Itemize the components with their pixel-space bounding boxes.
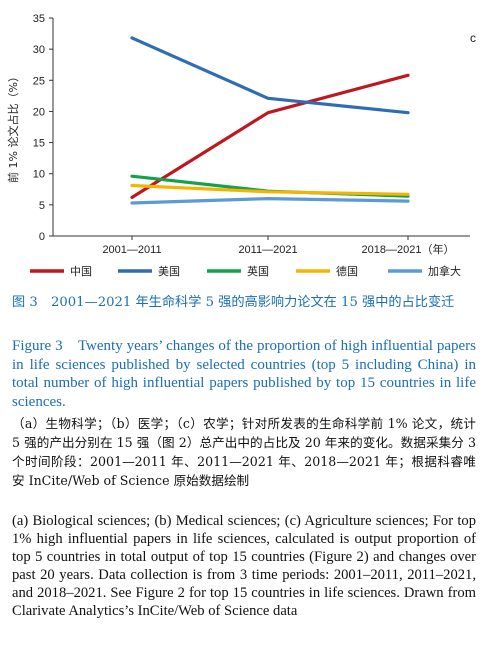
figure-note-english: (a) Biological sciences; (b) Medical sci… <box>12 513 476 619</box>
chart-legend: 中国 美国 英国 德国 加拿大 <box>30 264 461 278</box>
x-tick-label: 2011—2021 <box>238 244 297 256</box>
line-chart: 0 5 10 15 20 25 30 35 2001—2011 2011—2021 2018—20… <box>6 13 476 278</box>
y-tick-label: 30 <box>33 44 45 56</box>
x-tick-label: 2001—2011 <box>102 244 161 256</box>
x-axis-ticks: 2001—2011 2011—2021 2018—2021（年） <box>102 236 454 256</box>
y-tick-label: 10 <box>33 169 45 181</box>
y-tick-label: 20 <box>33 106 45 118</box>
y-tick-label: 0 <box>39 231 45 243</box>
figure-caption-english: Figure 3 Twenty years’ changes of the pr… <box>12 338 476 410</box>
legend-label: 美国 <box>158 265 180 278</box>
panel-label: c <box>470 31 476 45</box>
series-line <box>130 36 410 115</box>
figure-caption-chinese: 图 3 2001—2021 年生命科学 5 强的高影响力论文在 15 强中的占比… <box>12 295 455 310</box>
series-line <box>130 73 410 199</box>
series-line <box>130 183 410 196</box>
figure-note-chinese: （a）生物科学；（b）医学；（c）农学；针对所发表的生命科学前 1% 论文，统计… <box>12 416 476 488</box>
legend-label: 德国 <box>336 264 358 278</box>
legend-label: 中国 <box>70 265 92 278</box>
series-lines <box>130 36 410 205</box>
y-axis-ticks: 0 5 10 15 20 25 30 35 <box>33 13 53 243</box>
y-tick-label: 25 <box>33 75 45 87</box>
y-axis-label: 前 1% 论文占比（%） <box>6 71 20 183</box>
y-tick-label: 35 <box>33 13 45 25</box>
x-tick-label: 2018—2021（年） <box>362 242 455 256</box>
legend-label: 英国 <box>247 264 269 278</box>
chart-axes <box>52 18 470 237</box>
y-tick-label: 5 <box>39 200 45 212</box>
y-tick-label: 15 <box>33 138 45 150</box>
series-line <box>130 197 410 205</box>
legend-label: 加拿大 <box>428 264 461 278</box>
